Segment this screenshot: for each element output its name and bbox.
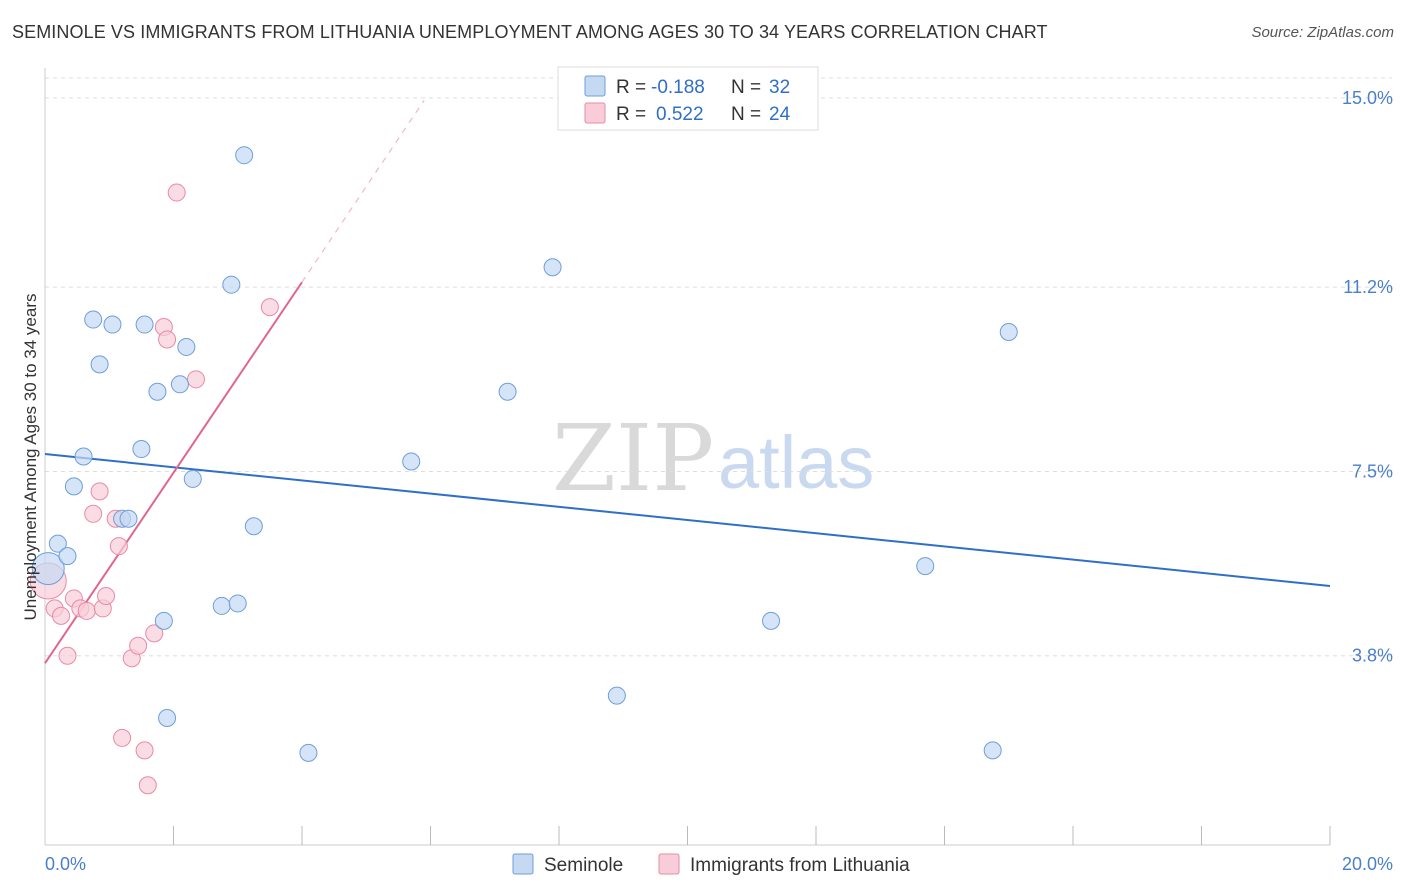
point-seminole [103,315,122,334]
x-tick-label-1: 20.0% [1342,854,1393,874]
legend-n-value-1: 32 [769,77,790,98]
point-seminole [222,275,241,294]
point-seminole [183,469,202,488]
legend-swatch-seminole [584,75,606,97]
point-lithuania [77,601,96,620]
point-lithuania [186,370,205,389]
point-seminole [119,509,138,528]
point-lithuania [109,537,128,556]
legend-n-value-2: 24 [769,104,791,125]
point-seminole [999,323,1018,342]
trendlines [44,100,1331,664]
point-seminole [543,258,562,277]
y-axis-label: Unemployment Among Ages 30 to 34 years [21,294,40,621]
point-lithuania [138,776,157,795]
watermark: ZIP atlas [552,405,874,512]
tick-labels: 3.8% 7.5% 11.2% 15.0% 0.0% 20.0% [45,88,1393,874]
point-seminole [90,355,109,374]
point-lithuania [145,624,164,643]
legend-r-label-1: R = [616,77,646,98]
point-seminole [158,708,177,727]
point-seminole [916,557,935,576]
y-tick-label-0: 3.8% [1352,646,1393,666]
x-tick-label-0: 0.0% [45,854,86,874]
correlation-legend: R = -0.188 N = 32 R = 0.522 N = 24 [557,66,819,131]
point-lithuania [52,606,71,625]
series-legend: Seminole Immigrants from Lithuania [512,853,910,876]
gridlines [45,77,1392,657]
point-seminole [228,594,247,613]
point-seminole [135,315,154,334]
point-seminole [498,382,517,401]
axes [44,68,1331,846]
point-seminole [170,375,189,394]
point-seminole [244,517,263,536]
point-seminole [607,686,626,705]
legend-r-value-2: 0.522 [656,104,704,125]
point-lithuania [97,586,116,605]
trendline-seminole [44,453,1331,588]
legend-n-label-1: N = [731,77,761,98]
legend-n-label-2: N = [731,104,761,125]
point-seminole [58,547,77,566]
point-seminole [132,440,151,459]
series-legend-swatch-seminole [512,853,534,875]
point-seminole [762,611,781,630]
point-seminole [235,146,254,165]
point-seminole [299,743,318,762]
series-legend-label-seminole: Seminole [544,855,623,876]
point-seminole [84,310,103,329]
point-lithuania [158,330,177,349]
series-legend-label-lithuania: Immigrants from Lithuania [690,855,910,876]
y-tick-label-2: 11.2% [1343,277,1393,297]
point-seminole [64,477,83,496]
point-lithuania [167,183,186,202]
y-tick-label-1: 7.5% [1352,461,1393,481]
point-seminole [148,382,167,401]
source-attribution: Source: ZipAtlas.com [1251,24,1394,41]
point-seminole [154,611,173,630]
point-lithuania [58,646,77,665]
watermark-zip: ZIP [552,405,714,512]
legend-swatch-lithuania [584,102,606,124]
y-tick-label-3: 15.0% [1342,88,1393,108]
watermark-atlas: atlas [718,421,874,504]
point-seminole [31,552,65,586]
point-seminole [48,534,67,553]
point-lithuania [113,728,132,747]
series-legend-swatch-lithuania [658,853,680,875]
point-lithuania [84,504,103,523]
trendline-lithuania [44,281,303,664]
legend-r-label-2: R = [616,104,646,125]
point-seminole [177,337,196,356]
point-seminole [402,452,421,471]
point-seminole [983,741,1002,760]
point-seminole [74,447,93,466]
point-lithuania [260,298,279,317]
legend-r-value-1: -0.188 [651,77,705,98]
trendline-lithuania-extension [301,100,425,283]
point-lithuania [135,741,154,760]
data-points [29,146,1018,795]
chart-title: SEMINOLE VS IMMIGRANTS FROM LITHUANIA UN… [12,22,1048,42]
point-lithuania [90,482,109,501]
point-lithuania [129,636,148,655]
point-seminole [212,596,231,615]
